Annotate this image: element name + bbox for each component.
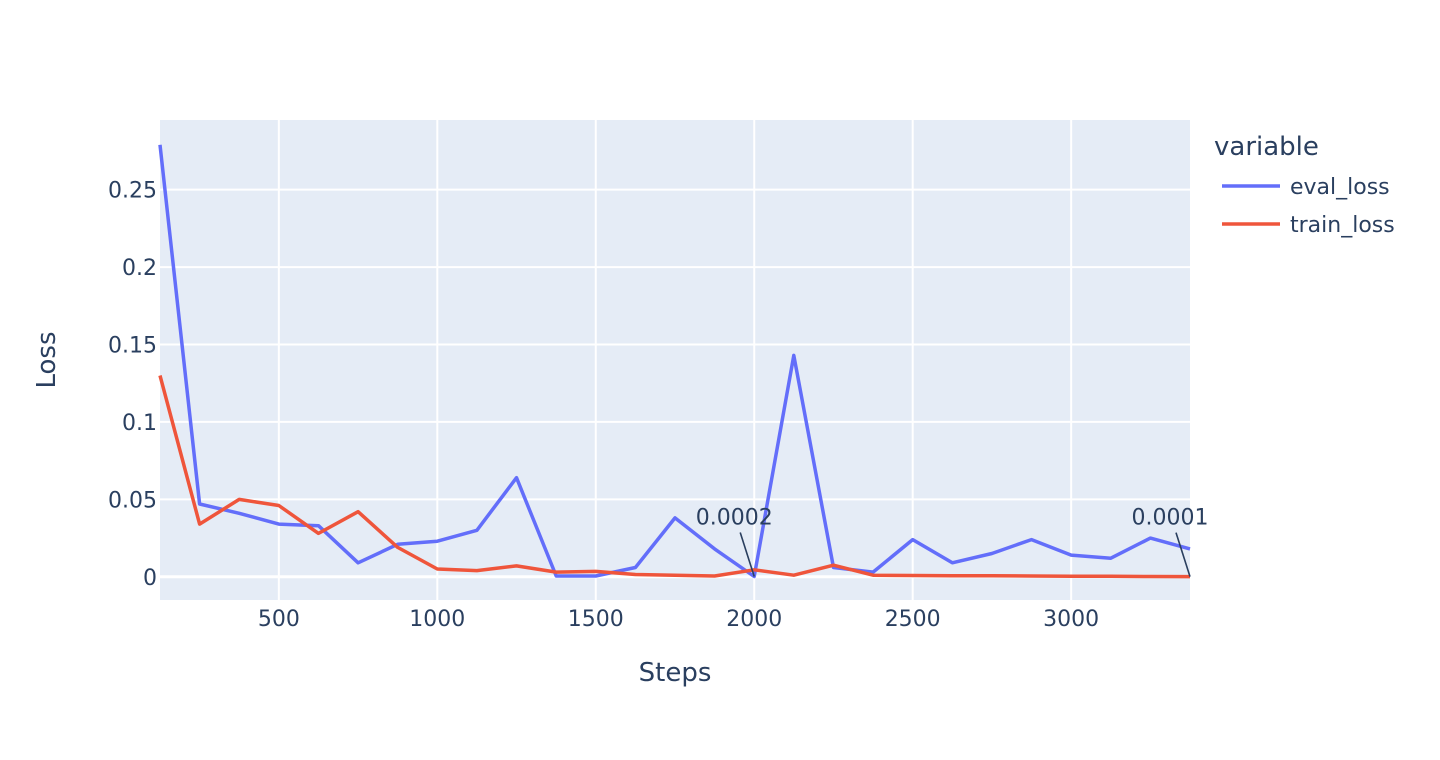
legend-title: variable [1214,132,1319,162]
annotation-label: 0.0002 [696,505,773,530]
y-axis-title: Loss [32,331,62,388]
x-tick-label: 1000 [409,607,465,632]
annotation-label: 0.0001 [1132,506,1209,531]
x-tick-label: 500 [258,607,300,632]
y-axis-ticks: 0 0.05 0.1 0.15 0.2 0.25 [108,179,157,591]
x-axis-title: Steps [639,658,712,688]
series-line-eval-loss [158,144,1191,579]
y-tick-label: 0.1 [122,411,157,436]
legend-label-train-loss[interactable]: train_loss [1290,213,1395,238]
x-axis-ticks: 500 1000 1500 2000 2500 3000 [258,607,1099,632]
annotation-arrow [1175,532,1191,577]
x-tick-label: 1500 [568,607,624,632]
y-tick-label: 0.15 [108,334,157,359]
annotations: 0.0002 0.0001 [696,505,1209,577]
annotation-arrow [739,532,755,577]
legend-label-eval-loss[interactable]: eval_loss [1290,175,1390,200]
series-layer [158,144,1191,579]
x-tick-label: 2000 [726,607,782,632]
series-line-train-loss [158,375,1191,579]
y-tick-label: 0 [143,566,157,591]
y-tick-label: 0.2 [122,256,157,281]
x-tick-label: 3000 [1043,607,1099,632]
legend: variable eval_loss train_loss [1214,132,1395,238]
y-tick-label: 0.25 [108,179,157,204]
plot-background [160,120,1190,600]
x-tick-label: 2500 [885,607,941,632]
y-tick-label: 0.05 [108,488,157,513]
